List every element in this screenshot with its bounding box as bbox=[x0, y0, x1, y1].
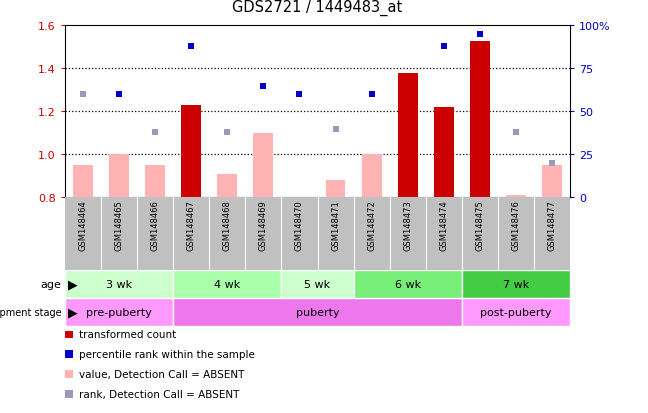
Text: GSM148477: GSM148477 bbox=[548, 200, 557, 251]
Text: 6 wk: 6 wk bbox=[395, 279, 421, 289]
Point bbox=[78, 92, 88, 98]
Bar bbox=[354, 270, 462, 298]
Text: GSM148471: GSM148471 bbox=[331, 200, 340, 251]
Text: GSM148468: GSM148468 bbox=[223, 200, 232, 251]
Point bbox=[186, 44, 196, 50]
Text: GSM148465: GSM148465 bbox=[115, 200, 124, 251]
Point bbox=[222, 129, 233, 136]
Text: puberty: puberty bbox=[295, 307, 340, 317]
Point bbox=[330, 126, 341, 133]
Bar bbox=[462, 270, 570, 298]
Bar bbox=[73, 166, 93, 198]
Text: age: age bbox=[41, 279, 62, 289]
Point bbox=[547, 160, 557, 167]
Bar bbox=[181, 106, 201, 198]
Point bbox=[439, 44, 449, 50]
Bar bbox=[506, 196, 526, 198]
Bar bbox=[434, 108, 454, 198]
Text: percentile rank within the sample: percentile rank within the sample bbox=[80, 349, 255, 359]
Bar bbox=[65, 270, 173, 298]
Point bbox=[150, 129, 160, 136]
Bar bbox=[173, 270, 281, 298]
Text: 5 wk: 5 wk bbox=[305, 279, 330, 289]
Text: ▶: ▶ bbox=[68, 278, 78, 291]
Point bbox=[475, 32, 485, 38]
Bar bbox=[217, 174, 237, 198]
Bar bbox=[281, 270, 354, 298]
Bar bbox=[326, 180, 345, 198]
Point bbox=[367, 92, 377, 98]
Text: pre-puberty: pre-puberty bbox=[86, 307, 152, 317]
Bar bbox=[462, 298, 570, 326]
Bar bbox=[253, 133, 273, 198]
Text: rank, Detection Call = ABSENT: rank, Detection Call = ABSENT bbox=[80, 389, 240, 399]
Text: GSM148464: GSM148464 bbox=[78, 200, 87, 251]
Bar bbox=[145, 166, 165, 198]
Bar bbox=[398, 74, 418, 198]
Bar bbox=[470, 41, 490, 198]
Text: GSM148476: GSM148476 bbox=[511, 200, 520, 251]
Point bbox=[294, 92, 305, 98]
Text: GSM148466: GSM148466 bbox=[150, 200, 159, 251]
Text: value, Detection Call = ABSENT: value, Detection Call = ABSENT bbox=[80, 369, 245, 379]
Text: GSM148472: GSM148472 bbox=[367, 200, 376, 251]
Text: GSM148474: GSM148474 bbox=[439, 200, 448, 251]
Point bbox=[258, 83, 268, 90]
Text: 3 wk: 3 wk bbox=[106, 279, 132, 289]
Bar bbox=[362, 155, 382, 198]
Text: GSM148470: GSM148470 bbox=[295, 200, 304, 251]
Text: post-puberty: post-puberty bbox=[480, 307, 552, 317]
Text: development stage: development stage bbox=[0, 307, 62, 317]
Bar bbox=[109, 155, 129, 198]
Text: GSM148467: GSM148467 bbox=[187, 200, 196, 251]
Text: transformed count: transformed count bbox=[80, 330, 177, 339]
Bar bbox=[65, 298, 173, 326]
Bar bbox=[173, 298, 462, 326]
Text: 4 wk: 4 wk bbox=[214, 279, 240, 289]
Text: 7 wk: 7 wk bbox=[503, 279, 529, 289]
Text: GSM148475: GSM148475 bbox=[476, 200, 485, 251]
Bar bbox=[542, 166, 562, 198]
Point bbox=[114, 92, 124, 98]
Text: GSM148473: GSM148473 bbox=[403, 200, 412, 251]
Text: ▶: ▶ bbox=[68, 306, 78, 319]
Text: GDS2721 / 1449483_at: GDS2721 / 1449483_at bbox=[233, 0, 402, 16]
Point bbox=[511, 129, 521, 136]
Text: GSM148469: GSM148469 bbox=[259, 200, 268, 251]
